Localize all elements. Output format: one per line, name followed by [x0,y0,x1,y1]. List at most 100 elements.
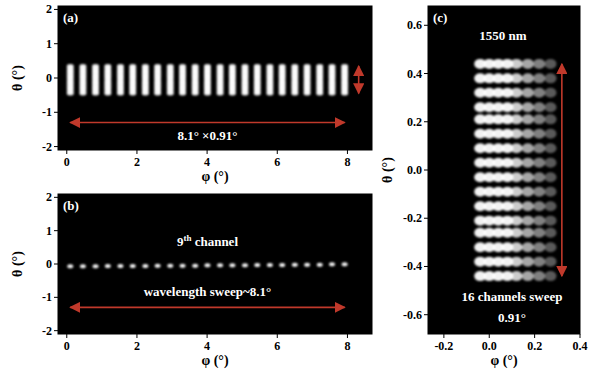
beam-spot [522,102,534,112]
plot-area [58,194,372,334]
y-tick-label: 0.2 [407,115,422,129]
range-arrow [70,122,344,124]
x-tick-label: 0.2 [527,339,542,353]
beam-spot [522,129,534,139]
beam-spot [67,264,73,268]
beam-spot [167,264,173,268]
x-tick-label: 2 [134,155,140,169]
y-tick-label: 0.0 [407,163,422,177]
beam-spot [545,257,557,267]
x-tick-label: 2 [134,339,140,353]
beam-spot [522,187,534,197]
spots [67,262,347,268]
x-axis-title: φ (°) [490,353,517,369]
beam-spot [522,88,534,98]
x-tick [207,150,208,154]
beam-spot [342,262,348,266]
x-axis-title: φ (°) [201,169,228,185]
y-tick [54,297,58,298]
x-tick-label: 0.0 [482,339,497,353]
y-tick-label: -0.6 [403,308,422,322]
y-tick [424,314,428,315]
y-tick [54,230,58,231]
beam-spot [545,228,557,238]
beam-spot [179,64,186,68]
x-tick [347,150,348,154]
beam-spot [510,257,522,267]
x-tick [277,150,278,154]
beam-spot [510,59,522,69]
annotations: 9th channelwavelength sweep~8.1° [70,233,344,308]
plot-area [428,6,580,334]
annotations: 1550 nm16 channels sweep0.91° [461,28,562,325]
beam-spot [533,88,545,98]
beam-spot [510,216,522,226]
beam-spot [545,88,557,98]
beam-spot [180,264,186,268]
y-tick [54,43,58,44]
beam-spot [545,129,557,139]
beam-spot [510,228,522,238]
x-tick [66,334,67,338]
beam-spot [117,64,124,68]
beam-spot [545,242,557,252]
beam-spot [155,264,161,268]
beam-spot [291,64,298,68]
x-tick-label: 0 [64,155,70,169]
y-tick-label: -0.4 [403,259,422,273]
beam-spot [167,64,174,68]
x-tick-label: 8 [344,155,350,169]
y-axis-title: θ (°) [10,65,26,91]
beam-spot [104,64,111,68]
beam-spot [254,263,260,267]
beam-spot [341,64,348,68]
x-tick-label: 4 [204,339,210,353]
beam-spot [545,172,557,182]
range-arrow [561,64,563,276]
beam-spot [279,263,285,267]
beam-spot [316,64,323,68]
panel-letter: (c) [433,10,447,25]
beam-spot [545,187,557,197]
y-tick-label: 2 [46,190,52,204]
y-tick [424,170,428,171]
y-tick [424,73,428,74]
beam-spot [510,271,522,281]
panel-letter: (a) [63,10,78,25]
y-tick-label: 1 [46,224,52,238]
beam-spot [510,88,522,98]
x-tick [443,334,444,338]
beam-spot [533,271,545,281]
beam-spot [533,114,545,124]
beam-spot [129,64,136,68]
beam-spot [304,64,311,68]
beam-spot [510,102,522,112]
y-tick [54,264,58,265]
frame [428,6,580,334]
beam-spot [533,257,545,267]
beam-spot [545,73,557,83]
beam-spot [522,114,534,124]
annotation: 9th channel [177,233,238,249]
y-tick-label: 1 [46,37,52,51]
beam-spot [522,271,534,281]
beam-spot [533,172,545,182]
beam-spot [329,262,335,266]
beam-spot [254,64,261,68]
y-tick-label: -1 [42,290,52,304]
beam-spot [545,158,557,168]
y-tick-label: 0 [46,71,52,85]
y-tick-label: -1 [42,105,52,119]
y-tick [54,78,58,79]
frame [58,194,372,334]
y-tick-label: -0.2 [403,211,422,225]
x-tick-label: 4 [204,155,210,169]
beam-spot [241,64,248,68]
beam-spot [317,263,323,267]
beam-spot [533,73,545,83]
beam-spot [522,158,534,168]
beam-spot [510,187,522,197]
beam-spot [267,263,273,267]
annotation: 16 channels sweep [461,289,562,304]
y-tick [54,9,58,10]
